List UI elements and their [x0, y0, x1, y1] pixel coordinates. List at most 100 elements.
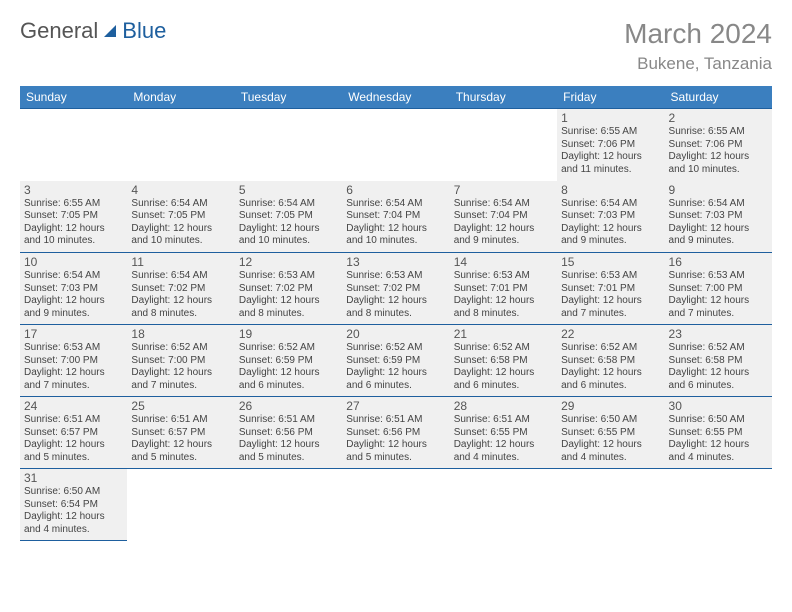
calendar-cell: 16Sunrise: 6:53 AMSunset: 7:00 PMDayligh… [665, 253, 772, 325]
col-header: Thursday [450, 86, 557, 109]
calendar-cell [450, 109, 557, 181]
calendar-cell: 17Sunrise: 6:53 AMSunset: 7:00 PMDayligh… [20, 325, 127, 397]
calendar-cell: 30Sunrise: 6:50 AMSunset: 6:55 PMDayligh… [665, 397, 772, 469]
day-info: Sunrise: 6:54 AMSunset: 7:05 PMDaylight:… [239, 198, 338, 248]
calendar-cell: 29Sunrise: 6:50 AMSunset: 6:55 PMDayligh… [557, 397, 664, 469]
col-header: Friday [557, 86, 664, 109]
day-number: 17 [24, 327, 123, 341]
calendar-cell [235, 109, 342, 181]
calendar-cell: 13Sunrise: 6:53 AMSunset: 7:02 PMDayligh… [342, 253, 449, 325]
day-info: Sunrise: 6:52 AMSunset: 6:58 PMDaylight:… [561, 342, 660, 392]
calendar-cell: 6Sunrise: 6:54 AMSunset: 7:04 PMDaylight… [342, 181, 449, 253]
calendar-cell: 26Sunrise: 6:51 AMSunset: 6:56 PMDayligh… [235, 397, 342, 469]
day-number: 19 [239, 327, 338, 341]
calendar-cell: 9Sunrise: 6:54 AMSunset: 7:03 PMDaylight… [665, 181, 772, 253]
calendar-cell: 20Sunrise: 6:52 AMSunset: 6:59 PMDayligh… [342, 325, 449, 397]
day-number: 15 [561, 255, 660, 269]
day-number: 13 [346, 255, 445, 269]
day-info: Sunrise: 6:54 AMSunset: 7:05 PMDaylight:… [131, 198, 230, 248]
calendar-cell: 25Sunrise: 6:51 AMSunset: 6:57 PMDayligh… [127, 397, 234, 469]
day-info: Sunrise: 6:52 AMSunset: 6:59 PMDaylight:… [346, 342, 445, 392]
calendar-cell [342, 469, 449, 541]
logo: General Blue [20, 18, 166, 44]
calendar-cell [665, 469, 772, 541]
calendar-cell [127, 469, 234, 541]
calendar-cell: 23Sunrise: 6:52 AMSunset: 6:58 PMDayligh… [665, 325, 772, 397]
calendar-cell: 22Sunrise: 6:52 AMSunset: 6:58 PMDayligh… [557, 325, 664, 397]
day-number: 12 [239, 255, 338, 269]
calendar-cell: 14Sunrise: 6:53 AMSunset: 7:01 PMDayligh… [450, 253, 557, 325]
calendar-cell: 24Sunrise: 6:51 AMSunset: 6:57 PMDayligh… [20, 397, 127, 469]
day-number: 9 [669, 183, 768, 197]
day-number: 14 [454, 255, 553, 269]
day-info: Sunrise: 6:51 AMSunset: 6:57 PMDaylight:… [24, 414, 123, 464]
day-number: 3 [24, 183, 123, 197]
col-header: Monday [127, 86, 234, 109]
day-info: Sunrise: 6:53 AMSunset: 7:01 PMDaylight:… [454, 270, 553, 320]
calendar-cell [557, 469, 664, 541]
location-label: Bukene, Tanzania [624, 54, 772, 74]
calendar-cell [127, 109, 234, 181]
day-info: Sunrise: 6:50 AMSunset: 6:54 PMDaylight:… [24, 486, 123, 536]
calendar-cell [450, 469, 557, 541]
day-number: 18 [131, 327, 230, 341]
title-block: March 2024 Bukene, Tanzania [624, 18, 772, 74]
calendar-cell: 10Sunrise: 6:54 AMSunset: 7:03 PMDayligh… [20, 253, 127, 325]
calendar-cell: 7Sunrise: 6:54 AMSunset: 7:04 PMDaylight… [450, 181, 557, 253]
day-number: 6 [346, 183, 445, 197]
calendar-cell: 12Sunrise: 6:53 AMSunset: 7:02 PMDayligh… [235, 253, 342, 325]
day-info: Sunrise: 6:52 AMSunset: 6:58 PMDaylight:… [669, 342, 768, 392]
day-number: 30 [669, 399, 768, 413]
day-info: Sunrise: 6:55 AMSunset: 7:06 PMDaylight:… [669, 126, 768, 176]
day-info: Sunrise: 6:51 AMSunset: 6:56 PMDaylight:… [346, 414, 445, 464]
day-number: 29 [561, 399, 660, 413]
col-header: Saturday [665, 86, 772, 109]
calendar-cell: 28Sunrise: 6:51 AMSunset: 6:55 PMDayligh… [450, 397, 557, 469]
calendar-cell: 1Sunrise: 6:55 AMSunset: 7:06 PMDaylight… [557, 109, 664, 181]
header: General Blue March 2024 Bukene, Tanzania [20, 18, 772, 74]
calendar-cell: 21Sunrise: 6:52 AMSunset: 6:58 PMDayligh… [450, 325, 557, 397]
calendar-cell [20, 109, 127, 181]
col-header: Wednesday [342, 86, 449, 109]
day-number: 24 [24, 399, 123, 413]
day-number: 21 [454, 327, 553, 341]
day-info: Sunrise: 6:54 AMSunset: 7:03 PMDaylight:… [24, 270, 123, 320]
calendar-cell [235, 469, 342, 541]
calendar-cell: 19Sunrise: 6:52 AMSunset: 6:59 PMDayligh… [235, 325, 342, 397]
day-number: 8 [561, 183, 660, 197]
day-info: Sunrise: 6:55 AMSunset: 7:05 PMDaylight:… [24, 198, 123, 248]
calendar-cell: 5Sunrise: 6:54 AMSunset: 7:05 PMDaylight… [235, 181, 342, 253]
day-info: Sunrise: 6:53 AMSunset: 7:01 PMDaylight:… [561, 270, 660, 320]
calendar-cell [342, 109, 449, 181]
day-info: Sunrise: 6:54 AMSunset: 7:03 PMDaylight:… [561, 198, 660, 248]
calendar-cell: 15Sunrise: 6:53 AMSunset: 7:01 PMDayligh… [557, 253, 664, 325]
calendar-cell: 4Sunrise: 6:54 AMSunset: 7:05 PMDaylight… [127, 181, 234, 253]
calendar-table: SundayMondayTuesdayWednesdayThursdayFrid… [20, 86, 772, 541]
day-number: 10 [24, 255, 123, 269]
day-number: 4 [131, 183, 230, 197]
day-number: 27 [346, 399, 445, 413]
day-info: Sunrise: 6:54 AMSunset: 7:04 PMDaylight:… [454, 198, 553, 248]
col-header: Sunday [20, 86, 127, 109]
day-number: 2 [669, 111, 768, 125]
day-number: 25 [131, 399, 230, 413]
day-number: 22 [561, 327, 660, 341]
day-number: 26 [239, 399, 338, 413]
day-info: Sunrise: 6:51 AMSunset: 6:55 PMDaylight:… [454, 414, 553, 464]
day-number: 7 [454, 183, 553, 197]
day-info: Sunrise: 6:55 AMSunset: 7:06 PMDaylight:… [561, 126, 660, 176]
day-info: Sunrise: 6:51 AMSunset: 6:57 PMDaylight:… [131, 414, 230, 464]
day-number: 20 [346, 327, 445, 341]
calendar-cell: 8Sunrise: 6:54 AMSunset: 7:03 PMDaylight… [557, 181, 664, 253]
day-number: 1 [561, 111, 660, 125]
calendar-cell: 2Sunrise: 6:55 AMSunset: 7:06 PMDaylight… [665, 109, 772, 181]
day-number: 5 [239, 183, 338, 197]
day-number: 11 [131, 255, 230, 269]
day-info: Sunrise: 6:54 AMSunset: 7:04 PMDaylight:… [346, 198, 445, 248]
calendar-cell: 27Sunrise: 6:51 AMSunset: 6:56 PMDayligh… [342, 397, 449, 469]
day-number: 28 [454, 399, 553, 413]
day-info: Sunrise: 6:53 AMSunset: 7:02 PMDaylight:… [346, 270, 445, 320]
day-info: Sunrise: 6:53 AMSunset: 7:00 PMDaylight:… [24, 342, 123, 392]
day-info: Sunrise: 6:54 AMSunset: 7:03 PMDaylight:… [669, 198, 768, 248]
sail-icon [102, 23, 120, 39]
